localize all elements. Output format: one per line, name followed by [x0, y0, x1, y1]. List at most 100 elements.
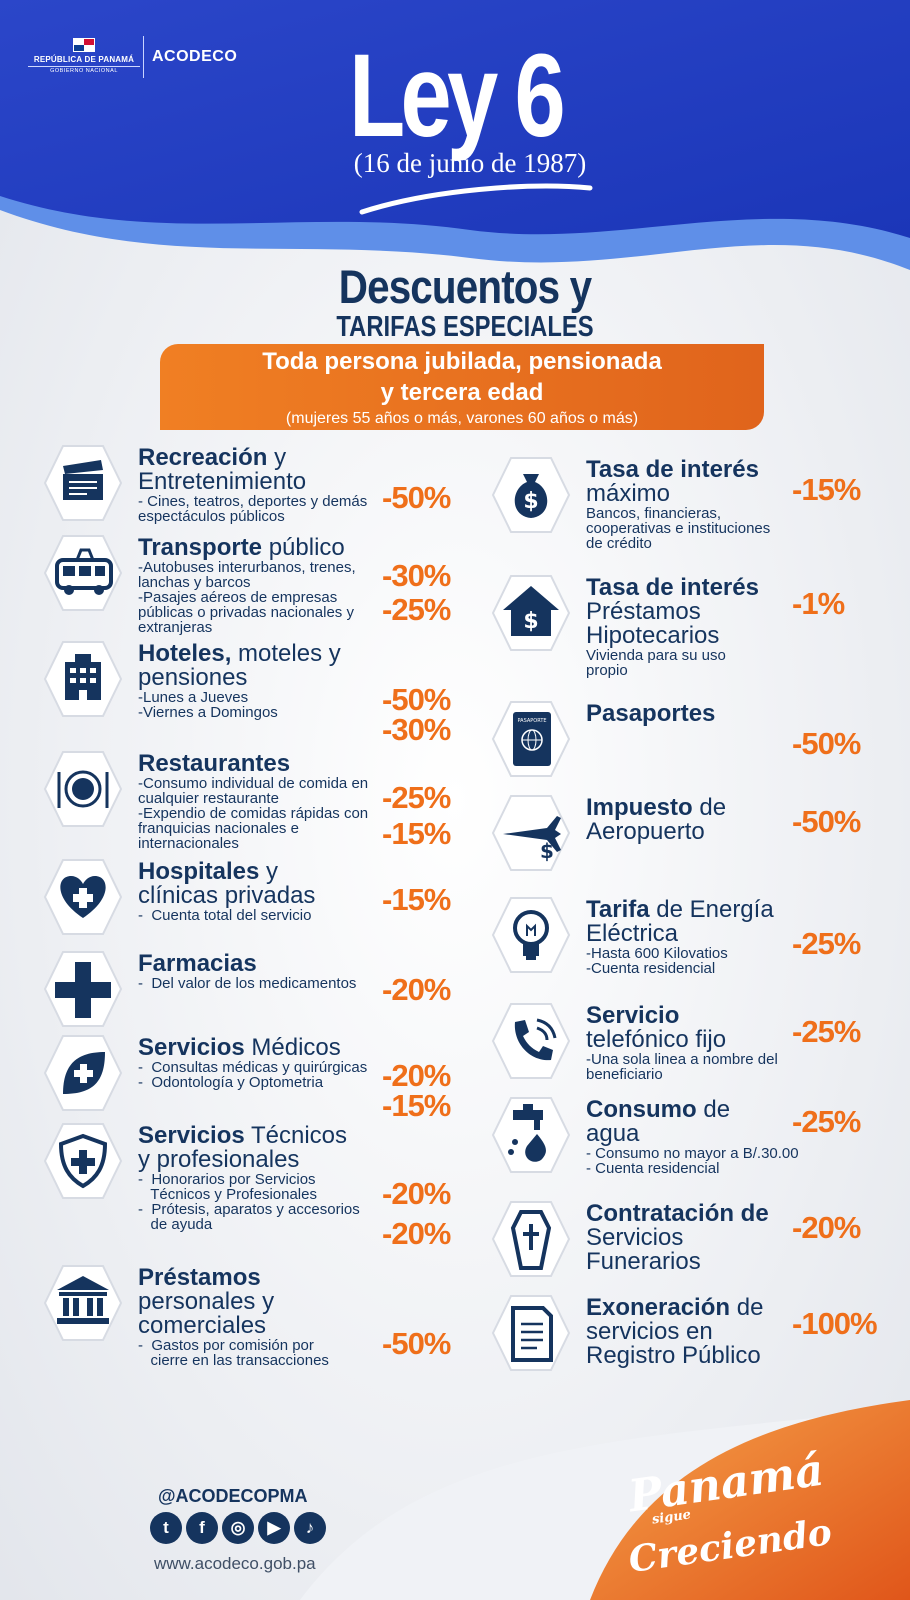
discount-percentage: -25% [382, 780, 451, 815]
shield-cross-icon [42, 1122, 124, 1200]
section-title: Descuentos y [338, 260, 592, 313]
benefit-title: Préstamos [138, 1264, 261, 1291]
discount-percentage: -20% [382, 1176, 451, 1211]
right-benefit-0: Tasa de interés máximo Bancos, financieras… [586, 458, 786, 552]
coffin-icon [490, 1200, 572, 1278]
right-benefit-8: Exoneración de servicios en Registro Públi… [586, 1296, 786, 1368]
benefit-detail: extranjeras [138, 619, 213, 636]
left-benefit-4: Hospitales y clínicas privadas - Cuenta to… [138, 858, 374, 924]
benefit-title: Consumo de [586, 1096, 731, 1123]
discount-percentage: -50% [792, 726, 861, 761]
benefit-detail: - Cuenta residencial [586, 1160, 720, 1177]
water-faucet-icon [490, 1096, 572, 1174]
discount-percentage: -20% [382, 1216, 451, 1251]
benefit-title-line2: máximo [586, 480, 671, 507]
benefit-detail: -Autobuses interurbanos, trenes, [138, 559, 356, 576]
right-benefit-6: Consumo de agua - Consumo no mayor a B/.30… [586, 1096, 799, 1177]
benefit-title-line3: Funerarios [586, 1248, 701, 1275]
benefit-title-line2: pensiones [138, 664, 248, 691]
benefit-title-line3: Registro Público [586, 1342, 761, 1369]
passport-icon: PASAPORTE [490, 700, 572, 778]
benefit-title: Exoneración de [586, 1294, 764, 1321]
svg-text:$: $ [523, 609, 538, 634]
leaf-cross-icon [42, 1034, 124, 1112]
facebook-icon[interactable]: f [186, 1512, 218, 1544]
phone-icon [490, 1002, 572, 1080]
instagram-icon[interactable]: ◎ [222, 1512, 254, 1544]
benefit-detail: internacionales [138, 835, 239, 852]
benefit-detail: -Expendio de comidas rápidas con [138, 805, 369, 822]
benefit-title-line2: Aeropuerto [586, 818, 705, 845]
benefit-detail: - Cuenta total del servicio [138, 907, 312, 924]
twitter-icon[interactable]: t [150, 1512, 182, 1544]
right-benefit-1: Tasa de interés Préstamos Hipotecarios Vivi… [586, 576, 786, 679]
left-benefit-3: Restaurantes -Consumo individual de comid… [138, 752, 374, 852]
benefit-title-line2: servicios en [586, 1318, 713, 1345]
discount-percentage: -15% [792, 472, 861, 507]
discount-percentage: -20% [382, 972, 451, 1007]
benefit-title: Servicios Médicos [138, 1034, 341, 1061]
panama-flag-icon [73, 38, 95, 52]
discount-percentage: -100% [792, 1306, 878, 1341]
government-logo: REPÚBLICA DE PANAMÁ GOBIERNO NACIONAL [28, 38, 140, 74]
discount-percentage: -20% [382, 1058, 451, 1093]
left-benefit-1: Transporte público -Autobuses interurbano… [138, 534, 374, 636]
right-benefit-4: Tarifa de Energía Eléctrica -Hasta 600 Kil… [586, 896, 786, 977]
youtube-icon[interactable]: ▶ [258, 1512, 290, 1544]
law-title: Ley 6 [349, 30, 566, 162]
benefit-title: Hospitales y [138, 858, 279, 885]
discount-percentage: -50% [792, 804, 861, 839]
benefit-detail: cualquier restaurante [138, 790, 279, 807]
building-icon [42, 640, 124, 718]
benefit-detail: cooperativas e instituciones [586, 520, 771, 537]
benefit-title-line2: clínicas privadas [138, 882, 316, 909]
discount-percentage: -15% [382, 1088, 451, 1123]
left-benefit-6: Servicios Médicos - Consultas médicas y q… [138, 1034, 374, 1091]
benefit-detail: -Consumo individual de comida en [138, 775, 369, 792]
discount-percentage: -25% [792, 926, 861, 961]
benefit-detail: - Odontología y Optometria [138, 1074, 324, 1091]
benefit-title: Transporte público [138, 534, 345, 561]
left-benefit-8: Préstamos personales y comerciales - Gastos… [138, 1264, 374, 1369]
benefit-detail: - Del valor de los medicamentos [138, 975, 357, 992]
benefit-detail: espectáculos públicos [138, 508, 285, 525]
social-handle[interactable]: @ACODECOPMA [158, 1486, 308, 1506]
benefit-detail: - Prótesis, aparatos y accesorios [138, 1201, 360, 1218]
plate-cutlery-icon [42, 750, 124, 828]
benefit-detail: beneficiario [586, 1066, 663, 1083]
benefit-title-line2: Servicios [586, 1224, 684, 1251]
benefit-detail: - Cines, teatros, deportes y demás [138, 493, 368, 510]
eligibility-banner: Toda persona jubilada, pensionada y terc… [160, 344, 764, 430]
benefit-title: Tarifa de Energía [586, 896, 774, 923]
light-bulb-icon [490, 896, 572, 974]
benefit-detail: Técnicos y Profesionales [138, 1186, 317, 1203]
discount-percentage: -30% [382, 558, 451, 593]
svg-text:$: $ [540, 839, 554, 863]
benefit-detail: de crédito [586, 535, 652, 552]
agency-name: ACODECO [152, 48, 238, 65]
benefit-title: Farmacias [138, 950, 257, 977]
benefit-title-line3: Hipotecarios [586, 622, 720, 649]
section-subtitle: TARIFAS ESPECIALES [336, 311, 594, 343]
bus-icon [42, 534, 124, 612]
benefit-detail: -Hasta 600 Kilovatios [586, 945, 728, 962]
right-benefit-5: Servicio telefónico fijo -Una sola linea a… [586, 1002, 786, 1083]
discount-percentage: -30% [382, 712, 451, 747]
website-link[interactable]: www.acodeco.gob.pa [154, 1554, 316, 1573]
slogan: Panamá sigue Creciendo [626, 1445, 868, 1581]
medical-cross-icon [42, 950, 124, 1028]
discount-percentage: -25% [792, 1104, 861, 1139]
tiktok-icon[interactable]: ♪ [294, 1512, 326, 1544]
right-benefit-7: Contratación de Servicios Funerarios [586, 1202, 786, 1274]
benefit-detail: -Una sola linea a nombre del [586, 1051, 778, 1068]
benefit-detail: -Lunes a Jueves [138, 689, 249, 706]
left-benefit-2: Hoteles, moteles y pensiones -Lunes a Juev… [138, 642, 374, 721]
banner-note: (mujeres 55 años o más, varones 60 años … [285, 410, 639, 427]
benefit-detail: públicas o privadas nacionales y [138, 604, 354, 621]
benefit-detail: de ayuda [138, 1216, 213, 1233]
benefit-title: Servicio [586, 1002, 680, 1029]
benefit-detail: cierre en las transacciones [138, 1352, 329, 1369]
discount-percentage: -20% [792, 1210, 861, 1245]
svg-text:$: $ [523, 489, 538, 514]
